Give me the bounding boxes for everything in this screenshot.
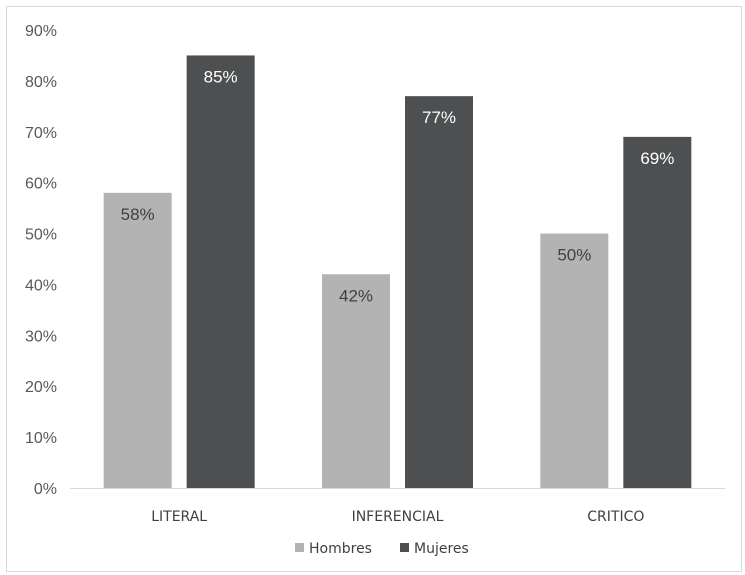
category-label-inferencial: INFERENCIAL [352, 509, 444, 525]
bar-hombres-critico [540, 233, 609, 488]
x-axis-categories: LITERAL INFERENCIAL CRITICO [151, 509, 644, 525]
y-tick-label: 20% [25, 379, 57, 396]
y-tick-label: 0% [34, 481, 57, 498]
y-tick-label: 10% [25, 430, 57, 447]
y-tick-label: 60% [25, 176, 57, 193]
category-label-literal: LITERAL [151, 509, 207, 525]
data-label: 69% [640, 149, 674, 168]
bar-mujeres-literal [186, 55, 255, 488]
y-tick-label: 70% [25, 125, 57, 142]
bar-mujeres-inferencial [405, 96, 473, 489]
bar-mujeres-critico [623, 136, 692, 488]
y-axis-ticks: 0% 10% 20% 30% 40% 50% 60% 70% 80% 90% [25, 23, 57, 498]
legend-swatch-mujeres [400, 543, 409, 552]
legend-swatch-hombres [295, 543, 304, 552]
data-label: 42% [339, 286, 373, 305]
data-label: 77% [422, 108, 456, 127]
y-tick-label: 30% [25, 328, 57, 345]
y-tick-label: 80% [25, 74, 57, 91]
bar-hombres-inferencial [322, 274, 390, 488]
bars: 58% 85% 42% 77% 50% 69% [103, 55, 692, 489]
data-label: 85% [204, 67, 238, 86]
category-label-critico: CRITICO [587, 509, 644, 525]
legend: Hombres Mujeres [295, 541, 469, 557]
legend-label-mujeres: Mujeres [414, 541, 469, 557]
bar-hombres-literal [103, 192, 172, 488]
data-label: 50% [557, 246, 591, 265]
legend-label-hombres: Hombres [309, 541, 372, 557]
y-tick-label: 50% [25, 227, 57, 244]
y-tick-label: 90% [25, 23, 57, 40]
y-tick-label: 40% [25, 277, 57, 294]
data-label: 58% [121, 205, 155, 224]
